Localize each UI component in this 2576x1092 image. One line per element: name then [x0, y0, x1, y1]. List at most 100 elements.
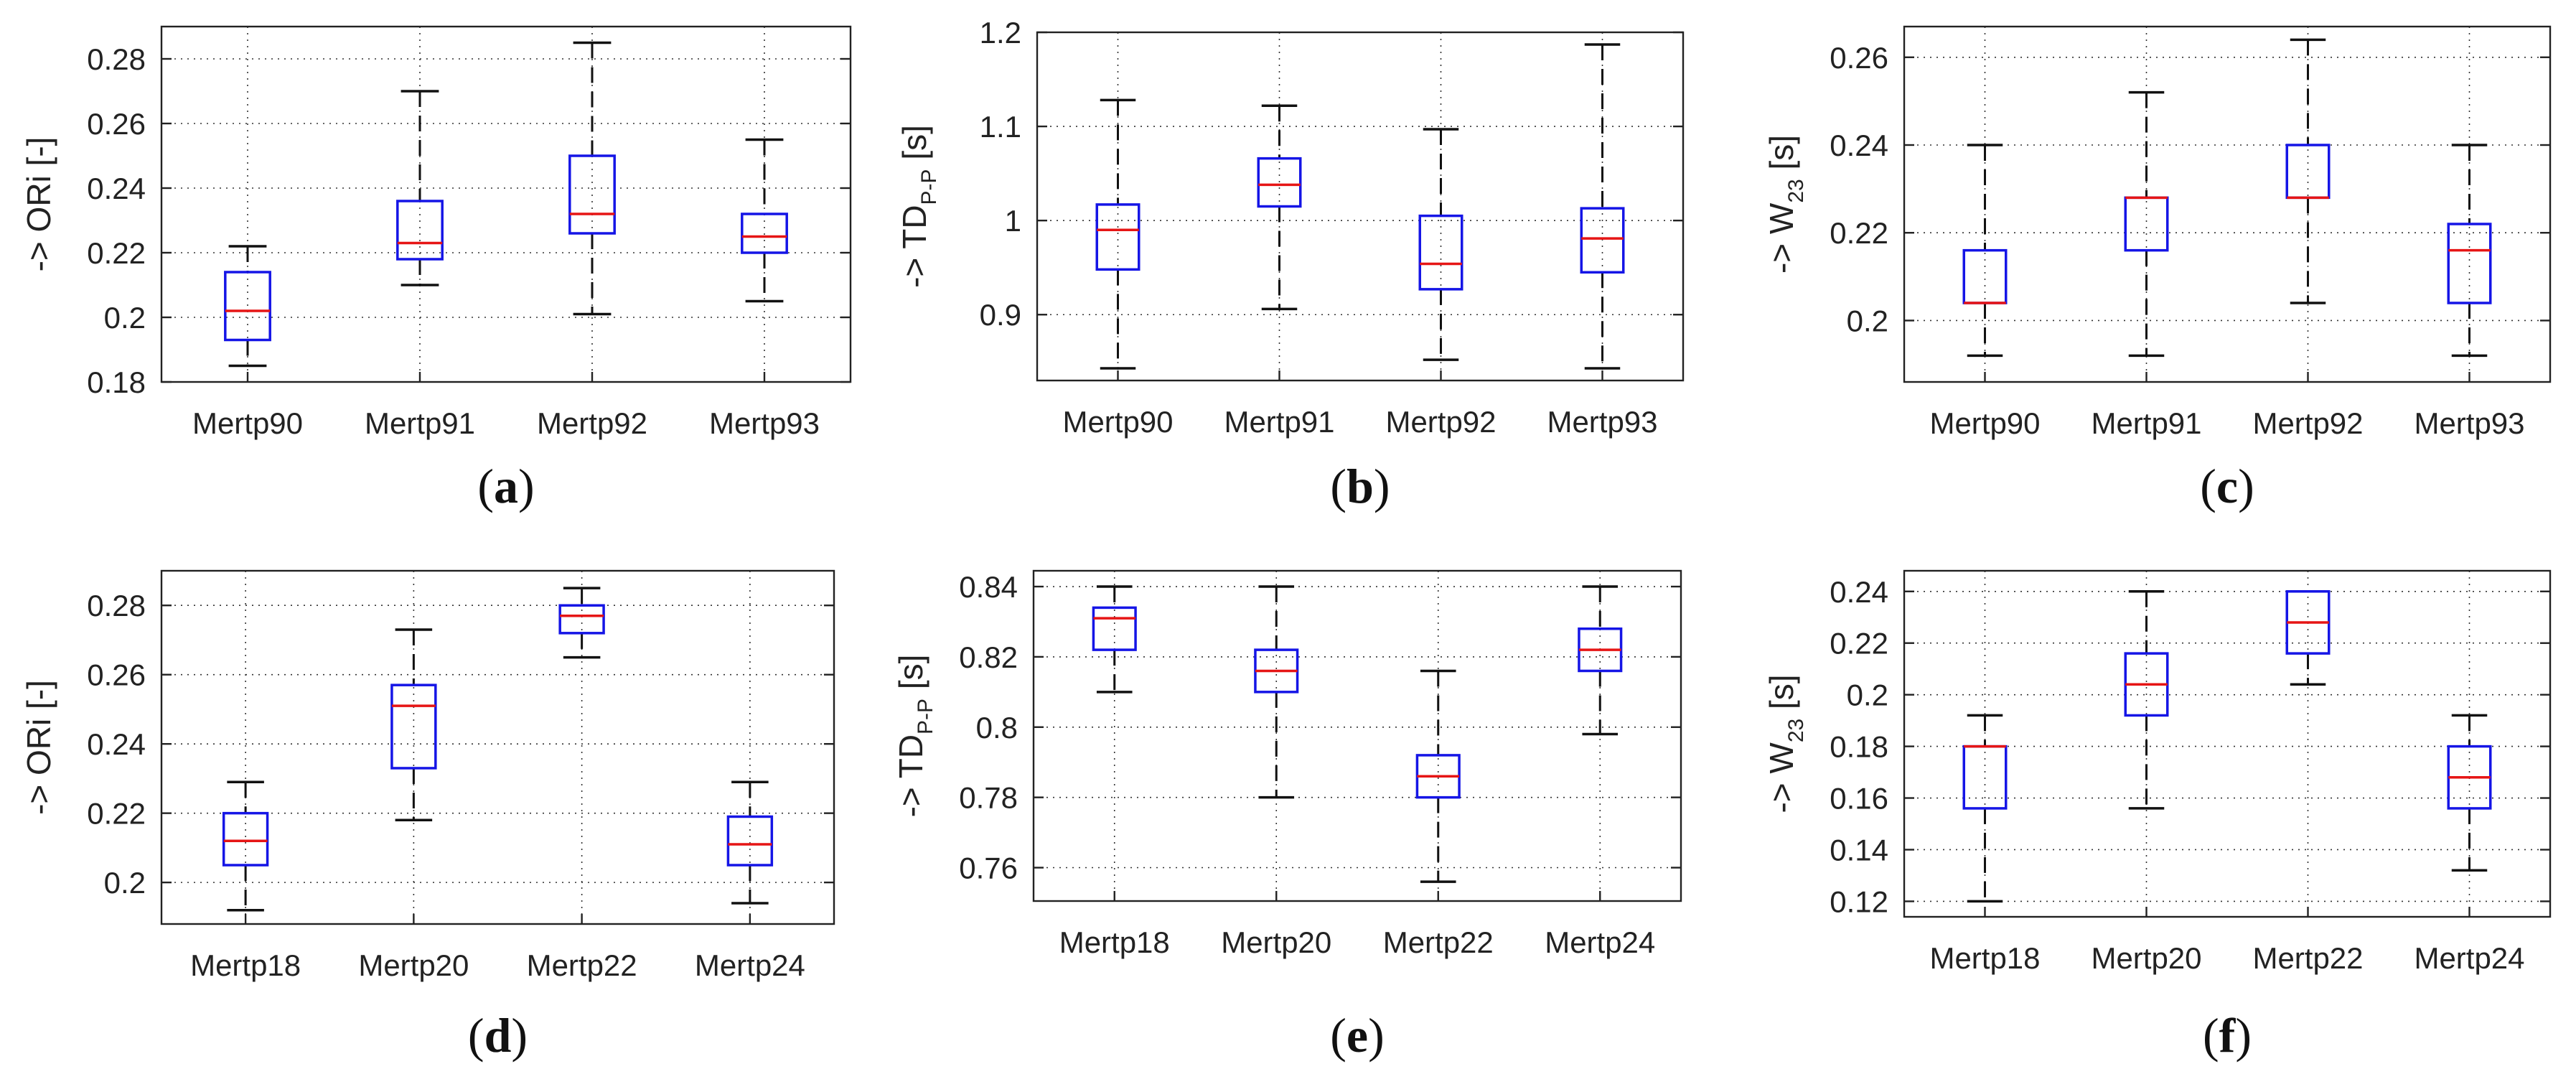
- box-Mertp24: [726, 780, 774, 905]
- panel-0: 0.18 0.2 0.22 0.24 0.26 0.28 Mertp90 Mertp91 Mer…: [20, 25, 852, 513]
- box-Mertp20: [390, 628, 437, 822]
- x-tick-label: Mertp93: [1547, 405, 1657, 439]
- y-tick-label: 1: [1005, 204, 1021, 238]
- iqr-box: [2447, 223, 2492, 304]
- y-tick-label: 0.8: [976, 711, 1018, 745]
- y-tick-label: 0.78: [959, 781, 1018, 815]
- iqr-box: [2124, 196, 2169, 252]
- box-Mertp92: [1418, 128, 1463, 361]
- box-Mertp91: [2124, 90, 2169, 358]
- x-tick-label: Mertp90: [1062, 405, 1173, 439]
- panel-caption: (a): [477, 459, 534, 513]
- box-Mertp90: [224, 245, 271, 368]
- x-tick-label: Mertp18: [1059, 925, 1170, 959]
- x-tick-label: Mertp18: [1929, 941, 2040, 975]
- x-tick-label: Mertp90: [1929, 406, 2040, 440]
- box-Mertp24: [1578, 585, 1623, 736]
- y-tick-label: 0.24: [1830, 575, 1888, 609]
- iqr-box: [1580, 207, 1625, 274]
- y-tick-label: 0.26: [87, 658, 146, 692]
- x-tick-label: Mertp20: [1221, 925, 1331, 959]
- y-tick-label: 0.2: [104, 301, 146, 335]
- axes-frame: [160, 25, 852, 383]
- x-tick-label: Mertp90: [192, 406, 303, 440]
- box-Mertp24: [2447, 714, 2492, 872]
- y-tick-label: 0.22: [87, 797, 146, 831]
- x-tick-label: Mertp22: [527, 948, 637, 982]
- iqr-box: [2285, 144, 2331, 200]
- y-tick-label: 0.28: [87, 42, 146, 76]
- x-tick-label: Mertp24: [1545, 925, 1655, 959]
- box-Mertp92: [568, 41, 616, 316]
- panel-caption: (d): [468, 1008, 528, 1063]
- panel-3: 0.2 0.22 0.24 0.26 0.28 Mertp18 Mertp20 Mertp22…: [20, 569, 835, 1063]
- y-axis-label: -> ORi [-]: [20, 137, 57, 272]
- iqr-box: [1962, 745, 2008, 810]
- panel-1: 0.9 1 1.1 1.2 Mertp90 Mertp91 Mertp92 Mertp93 ->…: [896, 16, 1685, 513]
- x-tick-label: Mertp93: [2414, 406, 2524, 440]
- axes-frame: [1903, 25, 2552, 383]
- box-Mertp93: [1580, 43, 1625, 370]
- y-axis-label: -> TDP-P [s]: [892, 655, 937, 818]
- box-Mertp20: [2124, 590, 2169, 810]
- iqr-box: [1962, 248, 2008, 304]
- iqr-box: [396, 200, 444, 261]
- panel-5: 0.12 0.14 0.16 0.18 0.2 0.22 0.24 Mertp18 Mertp2…: [1763, 569, 2552, 1063]
- box-Mertp18: [1092, 585, 1137, 694]
- x-tick-label: Mertp22: [2252, 941, 2363, 975]
- iqr-box: [224, 271, 271, 342]
- box-Mertp93: [741, 138, 788, 303]
- y-axis-label: -> ORi [-]: [20, 680, 57, 815]
- y-tick-label: 0.24: [87, 172, 146, 205]
- iqr-box: [1095, 203, 1141, 271]
- y-tick-label: 0.2: [1847, 678, 1888, 712]
- panel-caption: (e): [1330, 1008, 1385, 1063]
- y-tick-label: 0.26: [1830, 41, 1888, 75]
- box-Mertp90: [1962, 144, 2008, 358]
- y-tick-label: 0.14: [1830, 833, 1888, 867]
- y-tick-label: 0.2: [1847, 304, 1888, 337]
- iqr-box: [568, 154, 616, 235]
- y-tick-label: 1.2: [980, 16, 1021, 50]
- panel-4: 0.76 0.78 0.8 0.82 0.84 Mertp18 Mertp20 Mertp22…: [892, 569, 1682, 1063]
- iqr-box: [726, 815, 774, 867]
- box-Mertp22: [558, 587, 605, 659]
- y-tick-label: 0.22: [1830, 627, 1888, 661]
- iqr-box: [390, 683, 437, 770]
- box-Mertp91: [1257, 104, 1302, 311]
- y-tick-label: 0.26: [87, 107, 146, 141]
- panel-caption: (c): [2200, 459, 2254, 513]
- box-Mertp18: [222, 780, 269, 912]
- box-Mertp91: [396, 90, 444, 286]
- panel-caption: (f): [2203, 1008, 2252, 1063]
- x-tick-label: Mertp92: [2252, 406, 2363, 440]
- y-tick-label: 0.24: [1830, 129, 1888, 162]
- x-tick-label: Mertp24: [2414, 941, 2524, 975]
- x-tick-label: Mertp91: [1224, 405, 1334, 439]
- y-tick-label: 0.12: [1830, 885, 1888, 918]
- y-tick-label: 0.22: [1830, 216, 1888, 250]
- y-tick-label: 0.16: [1830, 782, 1888, 816]
- x-tick-label: Mertp91: [2091, 406, 2201, 440]
- panel-caption: (b): [1330, 459, 1390, 513]
- x-tick-label: Mertp18: [190, 948, 301, 982]
- y-axis-label: -> TDP-P [s]: [896, 125, 941, 288]
- x-tick-label: Mertp22: [1383, 925, 1494, 959]
- box-Mertp22: [1415, 669, 1461, 883]
- y-tick-label: 0.82: [959, 640, 1018, 674]
- axes-frame: [1036, 31, 1685, 382]
- y-tick-label: 0.18: [87, 365, 146, 399]
- y-tick-label: 0.18: [1830, 730, 1888, 764]
- x-tick-label: Mertp93: [709, 406, 820, 440]
- box-Mertp93: [2447, 144, 2492, 358]
- iqr-box: [558, 604, 605, 635]
- x-tick-label: Mertp20: [358, 948, 469, 982]
- panel-2: 0.2 0.22 0.24 0.26 Mertp90 Mertp91 Mertp92 Mert…: [1763, 25, 2552, 513]
- y-axis-label: -> W23 [s]: [1763, 135, 1808, 274]
- iqr-box: [1418, 214, 1463, 291]
- box-Mertp20: [1254, 585, 1299, 799]
- y-tick-label: 0.22: [87, 236, 146, 270]
- y-tick-label: 0.84: [959, 570, 1018, 604]
- y-tick-label: 0.9: [980, 298, 1021, 332]
